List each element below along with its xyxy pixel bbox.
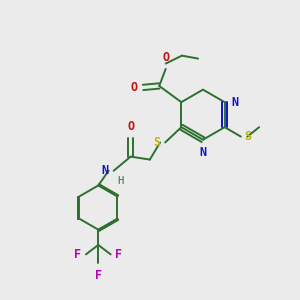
Text: S: S — [153, 136, 160, 149]
Text: H: H — [117, 176, 123, 186]
Text: N: N — [200, 146, 207, 159]
Text: N: N — [231, 96, 238, 109]
Text: F: F — [95, 268, 102, 281]
Text: O: O — [162, 51, 169, 64]
Text: N: N — [101, 164, 109, 177]
Text: F: F — [115, 248, 122, 261]
Text: F: F — [74, 248, 82, 261]
Text: S: S — [245, 130, 252, 143]
Text: O: O — [130, 81, 138, 94]
Text: O: O — [127, 120, 134, 133]
